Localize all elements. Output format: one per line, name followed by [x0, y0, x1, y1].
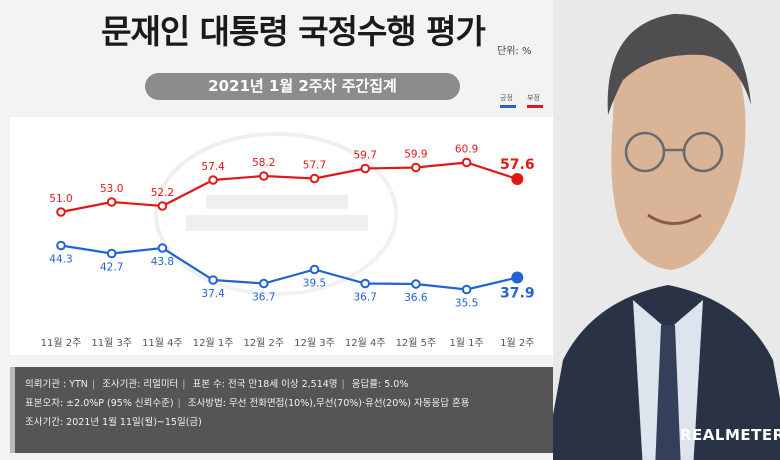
data-label-negative-9: 57.6 [500, 157, 535, 173]
survey-info-row-2: 표본오차: ±2.0%P (95% 신뢰수준) | 조사방법: 무선 전화면접(1… [25, 398, 470, 409]
data-point-negative-1 [106, 197, 117, 207]
survey-client: 의뢰기관 : YTN [25, 379, 88, 390]
legend-negative: 부정 [527, 93, 543, 108]
data-point-positive-6 [360, 278, 371, 289]
data-label-negative-3: 57.4 [201, 161, 225, 173]
data-label-positive-2: 43.8 [151, 256, 174, 268]
chart-title: 문재인 대통령 국정수행 평가 [101, 12, 486, 51]
legend-negative-swatch [527, 105, 543, 108]
x-tick-label-1: 11월 3주 [91, 337, 132, 349]
survey-sample-size: 표본 수: 전국 만18세 이상 2,514명 [192, 379, 338, 390]
series-line-negative [60, 161, 518, 214]
data-point-positive-7 [411, 279, 421, 289]
data-point-positive-9 [511, 271, 524, 284]
line-chart: 11월 2주 11월 3주 11월 4주 12월 1주 12월 2주 12월 3주 12월 … [41, 132, 535, 349]
data-point-positive-8 [461, 284, 472, 295]
data-label-positive-4: 36.7 [252, 292, 275, 304]
x-tick-label-0: 11월 2주 [41, 337, 82, 349]
data-label-positive-9: 37.9 [500, 286, 535, 302]
x-tick-label-6: 12월 4주 [345, 337, 386, 349]
data-point-negative-8 [461, 157, 472, 168]
brand-logo: REALMETER [680, 426, 780, 444]
survey-info-box: 의뢰기관 : YTN | 조사기관: 리얼미터 | 표본 수: 전국 만18세 이상… [10, 367, 558, 453]
series-line-positive [60, 244, 518, 291]
data-point-negative-7 [411, 162, 421, 173]
survey-agency: 조사기관: 리얼미터 [102, 379, 179, 390]
seal-watermark [154, 132, 398, 296]
x-tick-label-4: 12월 2주 [243, 337, 284, 349]
data-label-negative-5: 57.7 [303, 160, 326, 172]
legend-positive: 긍정 [500, 93, 516, 108]
data-label-negative-4: 58.2 [252, 157, 275, 169]
data-label-positive-6: 36.7 [354, 292, 377, 304]
data-point-negative-3 [208, 175, 218, 185]
data-label-negative-0: 51.0 [49, 193, 72, 205]
unit-label: 단위: % [497, 46, 532, 57]
data-label-positive-5: 39.5 [303, 278, 326, 290]
survey-info-row-3: 조사기간: 2021년 1월 11일(월)~15일(금) [25, 413, 558, 432]
legend-positive-label: 긍정 [500, 94, 513, 102]
chart-panel: 11월 2주 11월 3주 11월 4주 12월 1주 12월 2주 12월 3주 12월 … [10, 117, 558, 355]
legend-positive-swatch [500, 105, 516, 108]
x-tick-label-8: 1월 1주 [449, 337, 483, 349]
x-tick-label-3: 12월 1주 [193, 337, 234, 349]
survey-method: 조사방법: 무선 전화면접(10%),무선(70%)·유선(20%) 자동응답 … [187, 398, 470, 409]
data-point-negative-4 [259, 171, 269, 181]
survey-period: 조사기간: 2021년 1월 11일(월)~15일(금) [25, 417, 202, 428]
data-point-positive-0 [56, 240, 66, 251]
chart-subtitle: 2021년 1월 2주차 주간집계 [145, 73, 460, 100]
x-tick-label-5: 12월 3주 [294, 337, 335, 349]
data-point-negative-5 [309, 173, 320, 184]
data-label-positive-1: 42.7 [100, 262, 123, 274]
data-label-positive-3: 37.4 [201, 288, 225, 300]
x-tick-label-9: 1월 2주 [500, 337, 534, 349]
president-portrait [553, 0, 780, 460]
survey-response-rate: 응답률: 5.0% [351, 379, 409, 390]
data-label-negative-6: 59.7 [354, 150, 377, 162]
x-tick-label-7: 12월 5주 [396, 337, 437, 349]
data-point-positive-5 [309, 264, 320, 275]
data-label-positive-7: 36.6 [404, 292, 428, 304]
data-label-negative-7: 59.9 [404, 149, 427, 161]
survey-info-row-1: 의뢰기관 : YTN | 조사기관: 리얼미터 | 표본 수: 전국 만18세 이상… [25, 379, 409, 390]
data-point-negative-9 [511, 173, 524, 185]
legend-negative-label: 부정 [527, 94, 540, 102]
data-label-positive-0: 44.3 [49, 254, 72, 266]
data-point-positive-4 [259, 278, 269, 289]
data-label-positive-8: 35.5 [455, 298, 478, 310]
data-point-negative-0 [56, 207, 66, 217]
data-label-negative-8: 60.9 [455, 144, 478, 156]
data-point-positive-1 [106, 248, 117, 259]
data-point-negative-6 [360, 163, 371, 174]
data-point-positive-2 [157, 243, 168, 253]
data-label-negative-1: 53.0 [100, 183, 123, 195]
data-point-negative-2 [157, 201, 168, 211]
survey-margin-error: 표본오차: ±2.0%P (95% 신뢰수준) [25, 398, 174, 409]
data-point-positive-3 [208, 275, 218, 285]
x-tick-label-2: 11월 4주 [142, 337, 183, 349]
data-label-negative-2: 52.2 [151, 187, 174, 199]
